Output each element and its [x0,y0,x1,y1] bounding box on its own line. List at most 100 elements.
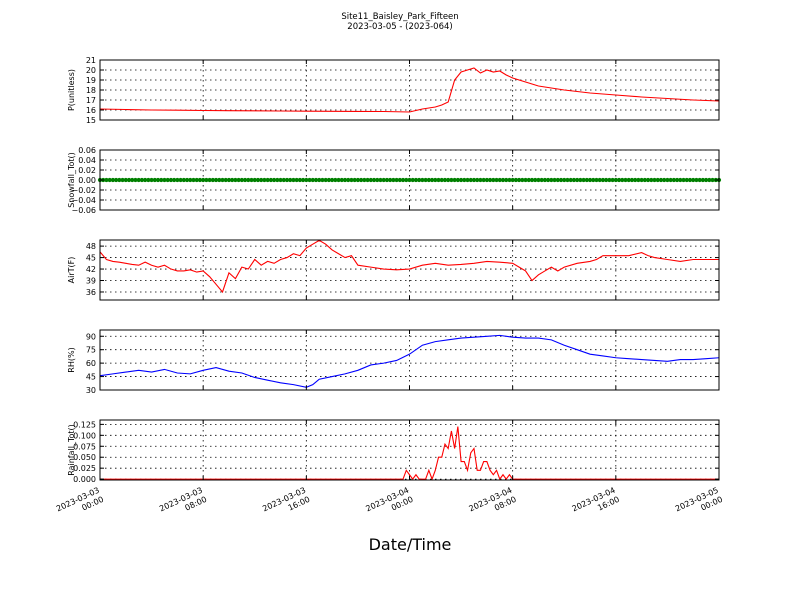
data-point [642,177,647,183]
data-point [149,177,154,183]
data-point [542,177,548,183]
data-point [488,177,493,183]
data-point [581,177,586,183]
y-tick-label: 0.075 [73,442,96,451]
x-tick-label: 2023-03-0408:00 [468,486,518,523]
data-point [468,177,473,183]
data-point [304,177,309,183]
data-point [565,177,570,183]
data-point [194,177,199,183]
data-point [587,177,593,183]
data-point [271,177,277,183]
data-point [562,177,567,183]
data-point [184,177,190,183]
data-point [259,177,264,183]
data-point [462,177,467,183]
data-point [423,177,428,183]
data-point [397,177,402,183]
data-point [346,177,351,183]
y-tick-label: 19 [86,76,96,85]
data-point [323,177,328,183]
data-point [207,177,212,183]
data-point [426,177,431,183]
figure-title-line1: Site11_Baisley_Park_Fifteen [341,12,458,22]
data-point [262,177,267,183]
y-tick-label: 42 [86,265,96,274]
y-tick-label: 0.125 [73,420,96,429]
data-point [375,177,380,183]
data-point [691,177,696,183]
data-point [172,177,177,183]
y-tick-label: 18 [86,86,96,95]
x-tick-label: 2023-03-0400:00 [364,486,414,523]
data-point [558,177,564,183]
data-point [201,177,206,183]
data-point [629,177,635,183]
data-point [507,177,512,183]
data-point [536,177,541,183]
data-point [114,177,119,183]
figure-title-line2: 2023-03-05 - (2023-064) [347,22,452,32]
data-point [539,177,544,183]
data-point [652,177,657,183]
data-point [288,177,293,183]
y-axis-label: AirT(F) [67,257,76,284]
y-tick-label: 0.050 [73,453,96,462]
y-tick-label: 75 [86,346,96,355]
data-point [355,177,361,183]
data-point [136,177,141,183]
data-point [388,177,393,183]
data-point [552,177,557,183]
data-point [546,177,551,183]
data-point [107,177,112,183]
data-point [249,177,254,183]
y-tick-label: 0.06 [78,146,96,155]
data-point [197,177,203,183]
data-point [439,177,444,183]
y-tick-label: 21 [86,56,96,65]
data-point [191,177,196,183]
data-point [649,177,654,183]
subplot-3: 36 39 42 45 48 AirT(F) [67,239,720,301]
y-tick-label: 0.02 [78,166,96,175]
data-point [362,177,367,183]
data-point [684,177,689,183]
data-point [230,177,235,183]
data-point [616,177,622,183]
data-point [168,177,174,183]
data-point [594,177,599,183]
data-point [578,177,583,183]
y-axis-label: RH(%) [67,347,76,372]
y-tick-label: 36 [86,288,96,297]
series-line [99,334,720,388]
data-point [317,177,322,183]
data-point [568,177,573,183]
data-point [410,177,415,183]
data-point [297,177,302,183]
data-point [484,177,489,183]
y-tick-label: 16 [86,106,96,115]
data-point [120,177,125,183]
data-point [275,177,280,183]
data-point [104,177,109,183]
data-point [620,177,625,183]
data-point [694,177,699,183]
data-point [246,177,251,183]
data-point [233,177,238,183]
data-point [700,177,705,183]
series-points [97,177,722,183]
y-tick-label: 45 [86,373,96,382]
grid [100,420,719,480]
data-point [139,177,145,183]
data-point [368,177,373,183]
data-point [188,177,193,183]
data-point [681,177,686,183]
data-point [584,177,589,183]
subplot-2: −0.06−0.04−0.020.000.020.040.06Snowfall_… [67,146,722,215]
data-point [665,177,670,183]
data-point [639,177,644,183]
data-point [162,177,167,183]
data-point [436,177,441,183]
data-point [281,177,286,183]
